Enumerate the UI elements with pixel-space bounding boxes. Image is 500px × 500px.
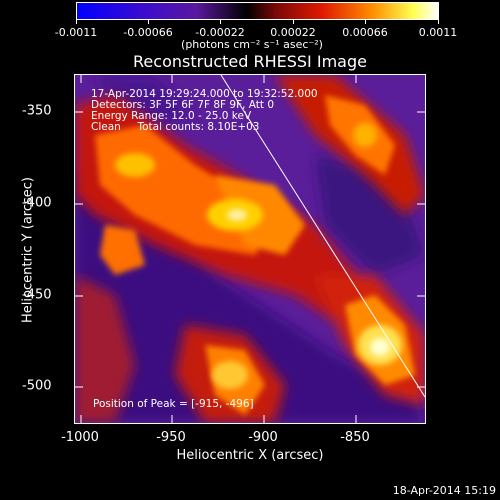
x-tick-label: -950 [156,430,186,445]
info-time-range: 17-Apr-2014 19:29:24.000 to 19:32:52.000 [91,88,318,100]
plot-title: Reconstructed RHESSI Image [133,52,367,71]
colorbar [76,2,439,20]
y-tick-label: -500 [22,378,52,394]
colorbar-tick [148,20,149,24]
colorbar-tick-label: -0.00066 [123,26,173,39]
peak-position-label: Position of Peak = [-915, -496] [93,398,254,410]
colorbar-tick [76,20,77,24]
colorbar-tick [438,20,439,24]
colorbar-tick-label: -0.00022 [195,26,245,39]
colorbar-tick-label: 0.00066 [342,26,388,39]
colorbar-tick [365,20,366,24]
limb-line [220,75,425,398]
info-detectors: Detectors: 3F 5F 6F 7F 8F 9F, Att 0 [91,99,275,111]
colorbar-tick-label: -0.0011 [54,26,98,39]
colorbar-unit-label: (photons cm⁻² s⁻¹ asec⁻²) [181,38,323,51]
y-tick-label: -350 [22,103,52,119]
info-clean-counts: Clean Total counts: 8.10E+03 [91,121,260,133]
colorbar-tick [293,20,294,24]
colorbar-tick-label: 0.0011 [418,26,458,39]
heatmap-image [75,75,425,423]
plot-area: 17-Apr-2014 19:29:24.000 to 19:32:52.000… [74,74,426,424]
colorbar-tick [220,20,221,24]
x-tick-label: -1000 [61,430,99,445]
y-axis-label: Heliocentric Y (arcsec) [20,177,36,323]
colorbar-gradient [77,3,438,19]
axis-ticks [75,75,425,423]
y-tick-label: -450 [22,287,52,303]
y-tick-label: -400 [22,195,52,211]
heatmap-peak-white [227,209,390,356]
colorbar-tick-label: 0.00022 [270,26,316,39]
x-axis-label: Heliocentric X (arcsec) [176,448,324,463]
x-tick-label: -850 [340,430,370,445]
info-energy-range: Energy Range: 12.0 - 25.0 keV [91,110,252,122]
footer-timestamp: 18-Apr-2014 15:19 [392,484,496,497]
x-tick-label: -900 [248,430,278,445]
